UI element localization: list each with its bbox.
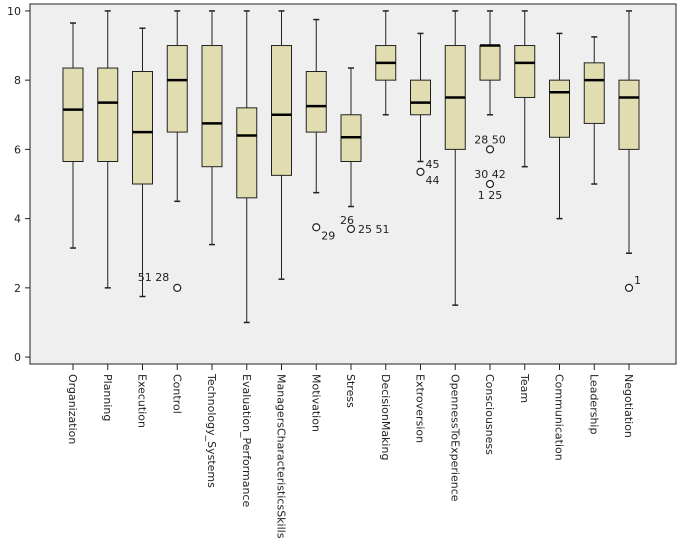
iqr-box — [62, 67, 84, 162]
iqr-box — [166, 45, 188, 133]
iqr-box — [305, 71, 327, 133]
box-Control — [166, 10, 188, 203]
y-tick-label: 4 — [14, 213, 21, 226]
iqr-box — [479, 45, 501, 81]
iqr-box — [549, 79, 570, 138]
outliers-group: 51 28 29 26 25 51 45 44 28 50 30 42 1 25 1 — [138, 133, 641, 292]
x-tick-label: Stress — [344, 374, 357, 408]
iqr-box — [514, 45, 536, 98]
outlier-point — [173, 283, 182, 292]
outlier-label: 44 — [426, 174, 440, 187]
boxes-group — [62, 10, 640, 324]
iqr-box — [271, 45, 292, 176]
y-tick-label: 0 — [14, 351, 21, 364]
iqr-box — [618, 79, 640, 150]
outlier-label: 28 50 — [474, 133, 506, 146]
box-Planning — [97, 10, 119, 289]
box-ManagersCharacteristicsSkills — [271, 10, 292, 280]
x-tick-label: Motivation — [309, 374, 322, 432]
y-tick-label: 6 — [14, 143, 21, 156]
box-Leadership — [583, 36, 605, 185]
x-tick-label: Communication — [553, 374, 566, 461]
x-tick-label: Consciousness — [483, 374, 496, 455]
x-tick-label: OpennessToExperience — [448, 374, 461, 502]
x-tick-label: Extroversion — [414, 374, 427, 443]
box-Team — [514, 10, 536, 168]
outlier-label: 25 51 — [358, 223, 390, 236]
outlier-label: 1 25 — [478, 189, 503, 202]
iqr-box — [236, 107, 258, 199]
outlier-label: 30 42 — [474, 168, 506, 181]
box-Consciousness — [479, 10, 501, 116]
x-tick-label: Leadership — [587, 374, 600, 434]
box-OpennessToExperience — [444, 10, 466, 306]
iqr-box — [410, 79, 431, 116]
box-Stress — [340, 67, 362, 208]
y-tick-label: 10 — [7, 5, 21, 18]
outlier-label: 1 — [634, 274, 641, 287]
x-tick-label: Execution — [136, 374, 149, 428]
outlier-point — [624, 283, 634, 292]
iqr-box — [583, 62, 605, 124]
box-Extroversion — [410, 32, 431, 163]
x-tick-label: Negotiation — [622, 374, 635, 438]
box-Negotiation — [618, 10, 640, 254]
x-tick-label: Control — [170, 374, 183, 414]
outlier-label: 26 — [340, 214, 354, 227]
x-tick-label: DecisionMaking — [379, 374, 392, 460]
box-Technology_Systems — [201, 10, 223, 246]
box-Motivation — [305, 18, 327, 194]
box-DecisionMaking — [375, 10, 397, 116]
x-tick-label: Evaluation_Performance — [240, 374, 253, 507]
outlier-label: 29 — [321, 229, 335, 242]
outlier-point — [416, 167, 425, 176]
box-Organization — [62, 22, 84, 249]
y-axis: 0 2 4 6 8 10 — [7, 5, 30, 364]
y-tick-label: 8 — [14, 74, 21, 87]
outlier-point — [485, 179, 495, 189]
x-tick-label: Technology_Systems — [205, 373, 218, 488]
outlier-point — [485, 145, 495, 154]
box-Communication — [549, 32, 570, 220]
iqr-box — [132, 71, 153, 185]
x-tick-label: Planning — [101, 374, 114, 421]
x-tick-label: ManagersCharacteristicsSkills — [275, 374, 288, 539]
outlier-label: 45 — [426, 158, 440, 171]
iqr-box — [97, 67, 119, 162]
box-Execution — [132, 27, 153, 298]
plot-area — [29, 3, 677, 365]
y-tick-label: 2 — [14, 282, 21, 295]
x-tick-label: Organization — [66, 374, 79, 444]
iqr-box — [201, 45, 223, 168]
outlier-point — [312, 223, 321, 232]
x-tick-label: Team — [518, 373, 531, 403]
box-Evaluation_Performance — [236, 10, 258, 324]
outlier-point — [346, 224, 356, 234]
x-axis: Organization Planning Execution Control Tech… — [66, 364, 635, 539]
outlier-label: 51 28 — [138, 271, 170, 284]
